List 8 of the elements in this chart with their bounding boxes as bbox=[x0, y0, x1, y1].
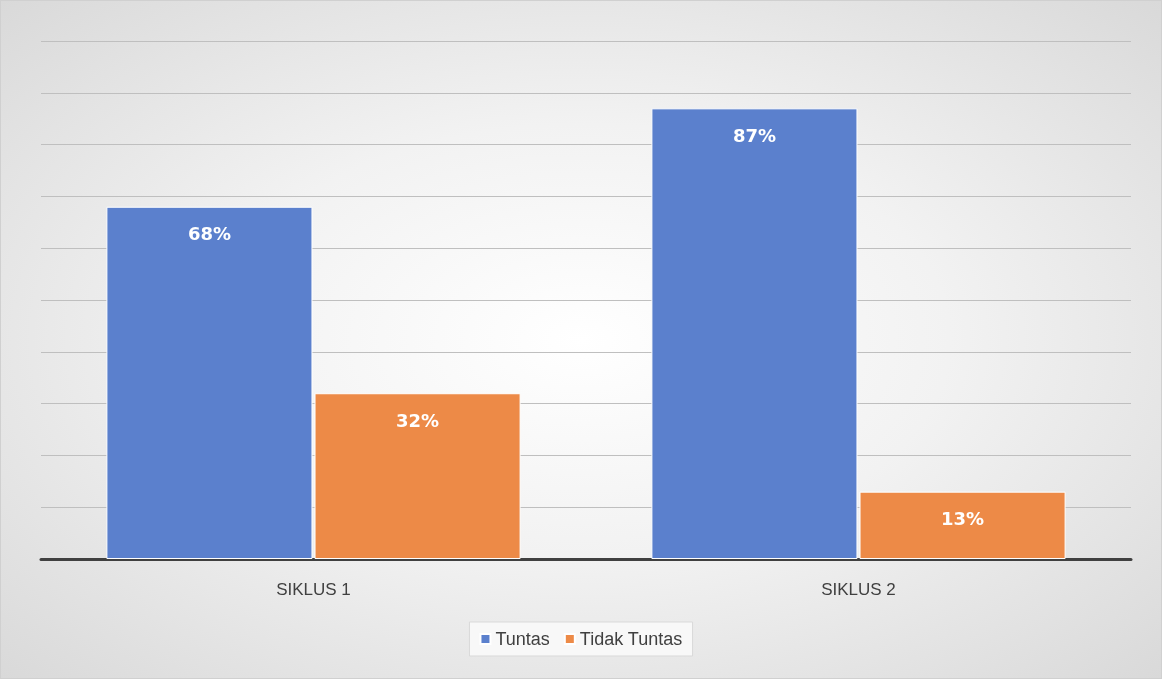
data-label: 13% bbox=[941, 508, 985, 530]
legend-label: Tuntas bbox=[495, 629, 550, 649]
data-label: 87% bbox=[732, 124, 776, 146]
data-label: 68% bbox=[187, 223, 231, 245]
x-tick-label: SIKLUS 2 bbox=[821, 580, 896, 599]
data-label: 32% bbox=[396, 409, 440, 431]
legend-label: Tidak Tuntas bbox=[579, 629, 683, 649]
x-tick-label: SIKLUS 1 bbox=[276, 580, 351, 599]
